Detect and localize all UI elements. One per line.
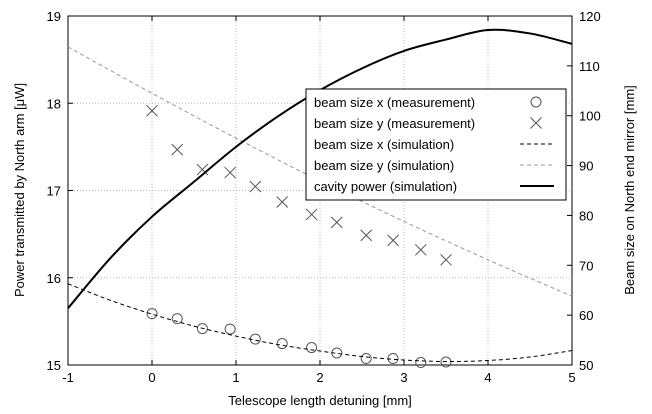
y-axis-right-title: Beam size on North end mirror [mm] — [622, 85, 637, 295]
data-point-circle — [171, 313, 183, 325]
data-point-cross — [249, 180, 262, 193]
data-point-cross — [171, 143, 184, 156]
data-point-cross — [440, 253, 452, 266]
legend-marker-circle — [530, 96, 542, 108]
data-point-circle — [415, 357, 427, 369]
legend-label: beam size y (measurement) — [314, 116, 475, 131]
y-left-tick-label: 15 — [47, 358, 61, 373]
series-0 — [146, 308, 452, 369]
tick-layer: -1 0 1 2 3 4 5 15 16 17 18 19 50 60 70 80 90 100 110 120 — [47, 9, 601, 385]
x-tick-label: -1 — [62, 370, 74, 385]
y-right-tick-label: 50 — [579, 358, 593, 373]
y-right-tick-label: 110 — [579, 59, 600, 74]
data-point-circle — [146, 308, 158, 320]
data-point-cross — [196, 163, 209, 176]
y-left-tick-label: 18 — [47, 96, 61, 111]
series-line — [67, 46, 573, 297]
data-point-cross — [387, 234, 399, 247]
y-left-tick-label: 16 — [47, 271, 61, 286]
data-point-cross — [146, 104, 158, 117]
data-point-cross — [330, 216, 343, 229]
data-point-cross — [360, 229, 373, 242]
legend: beam size x (measurement) beam size y (me… — [305, 88, 567, 201]
x-tick-label: 3 — [400, 370, 407, 385]
x-tick-label: 5 — [568, 370, 575, 385]
data-point-circle — [360, 353, 372, 365]
data-point-cross — [276, 196, 289, 208]
legend-item: cavity power (simulation) — [314, 179, 554, 194]
legend-label: cavity power (simulation) — [314, 179, 457, 194]
y-right-tick-label: 60 — [579, 308, 593, 323]
y-left-tick-label: 17 — [47, 184, 61, 199]
series-3 — [67, 46, 573, 297]
legend-label: beam size x (measurement) — [314, 95, 475, 110]
data-point-circle — [196, 323, 208, 335]
y-right-tick-label: 120 — [579, 9, 601, 24]
legend-item: beam size y (simulation) — [314, 158, 554, 173]
data-point-circle — [306, 342, 318, 354]
y-right-tick-label: 100 — [579, 109, 601, 124]
data-point-cross — [224, 166, 236, 179]
legend-item: beam size x (measurement) — [314, 95, 542, 110]
legend-label: beam size x (simulation) — [314, 137, 454, 152]
legend-item: beam size y (measurement) — [314, 116, 542, 131]
legend-item: beam size x (simulation) — [314, 137, 554, 152]
data-point-circle — [276, 338, 288, 350]
legend-marker-cross — [530, 117, 542, 129]
y-right-tick-label: 80 — [579, 208, 593, 223]
x-tick-label: 1 — [232, 370, 239, 385]
x-tick-label: 2 — [316, 370, 323, 385]
legend-label: beam size y (simulation) — [314, 158, 454, 173]
series-2 — [67, 283, 573, 363]
y-right-tick-label: 90 — [579, 159, 593, 174]
x-axis-title: Telescope length detuning [mm] — [228, 393, 412, 408]
data-point-circle — [224, 323, 236, 335]
y-left-tick-label: 19 — [47, 9, 61, 24]
data-point-cross — [414, 243, 427, 256]
data-point-cross — [305, 208, 318, 221]
y-axis-left-title: Power transmitted by North arm [μW] — [12, 83, 27, 297]
series-line — [67, 283, 573, 363]
x-tick-label: 0 — [148, 370, 155, 385]
x-tick-label: 4 — [484, 370, 491, 385]
series-1 — [146, 104, 452, 266]
y-right-tick-label: 70 — [579, 258, 593, 273]
